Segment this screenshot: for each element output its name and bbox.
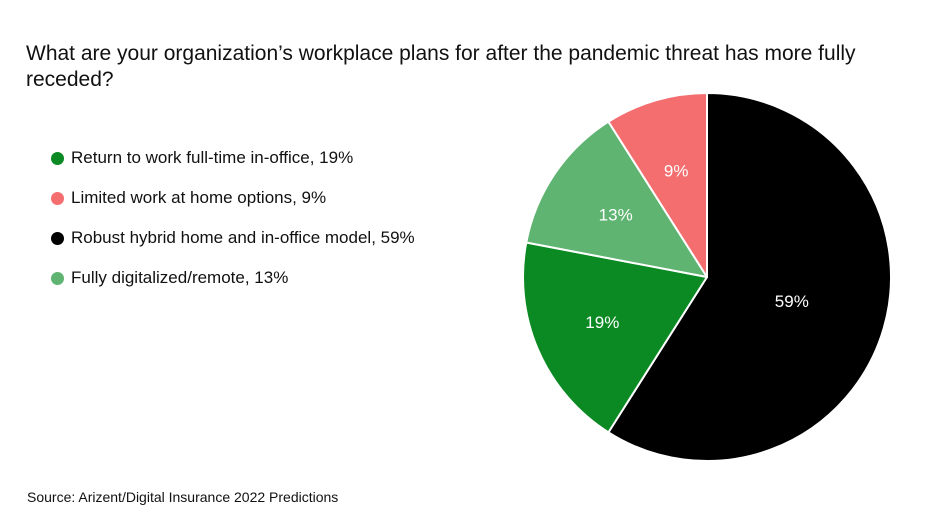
pie-slice-label-19pct: 19% [585,313,619,332]
legend-swatch-fully-digitalized [51,271,64,285]
legend-swatch-robust-hybrid [51,231,64,245]
legend-item-return-to-office: Return to work full-time in-office, 19% [51,148,415,168]
legend-swatch-limited-work-at-home [51,191,64,205]
pie-slice-label-59pct: 59% [775,292,809,311]
pie-slice-9pct [607,92,708,278]
pie-labels: 59% 19% 13% 9% [585,161,809,331]
pie-slice-label-13pct: 13% [599,205,633,224]
legend-item-fully-digitalized: Fully digitalized/remote, 13% [51,268,415,288]
chart-source: Source: Arizent/Digital Insurance 2022 P… [27,489,339,505]
legend-item-limited-work-at-home: Limited work at home options, 9% [51,188,415,208]
pie-slices [522,92,892,462]
chart-title: What are your organization’s workplace p… [26,42,856,91]
pie-slice-13pct [525,120,708,278]
chart-legend: Return to work full-time in-office, 19% … [51,148,415,308]
legend-item-robust-hybrid: Robust hybrid home and in-office model, … [51,228,415,248]
legend-swatch-return-to-office [51,151,64,165]
pie-chart: 59% 19% 13% 9% [522,92,892,462]
legend-label-return-to-office: Return to work full-time in-office, 19% [71,148,354,167]
legend-label-limited-work-at-home: Limited work at home options, 9% [71,188,327,207]
pie-slice-59pct [607,92,892,462]
pie-slice-19pct [522,241,708,434]
legend-label-robust-hybrid: Robust hybrid home and in-office model, … [71,228,415,247]
legend-label-fully-digitalized: Fully digitalized/remote, 13% [71,268,289,287]
pie-slice-label-9pct: 9% [664,161,689,180]
